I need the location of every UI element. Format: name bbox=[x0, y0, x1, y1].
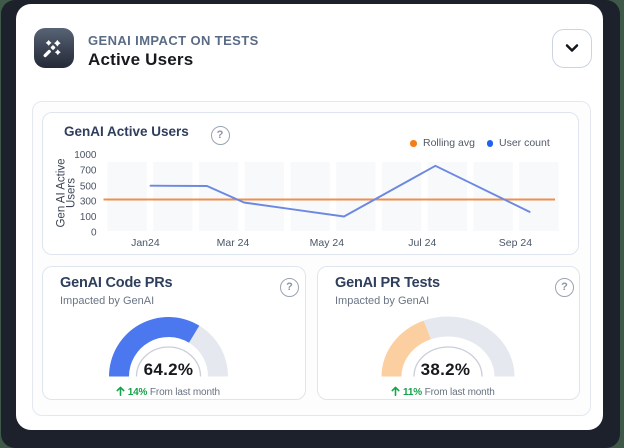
svg-text:300: 300 bbox=[80, 196, 97, 207]
svg-text:Gen AI Active: Gen AI Active bbox=[56, 158, 68, 227]
svg-text:Jan24: Jan24 bbox=[131, 237, 160, 249]
svg-text:100: 100 bbox=[80, 212, 97, 223]
svg-text:Jul 24: Jul 24 bbox=[408, 237, 436, 249]
svg-text:Users: Users bbox=[66, 178, 78, 208]
svg-text:Sep 24: Sep 24 bbox=[499, 237, 532, 249]
svg-text:Mar 24: Mar 24 bbox=[217, 237, 250, 249]
svg-text:500: 500 bbox=[80, 182, 97, 193]
svg-text:700: 700 bbox=[80, 166, 97, 177]
svg-text:0: 0 bbox=[91, 228, 97, 239]
svg-text:May 24: May 24 bbox=[310, 237, 345, 249]
svg-text:1000: 1000 bbox=[74, 150, 97, 161]
